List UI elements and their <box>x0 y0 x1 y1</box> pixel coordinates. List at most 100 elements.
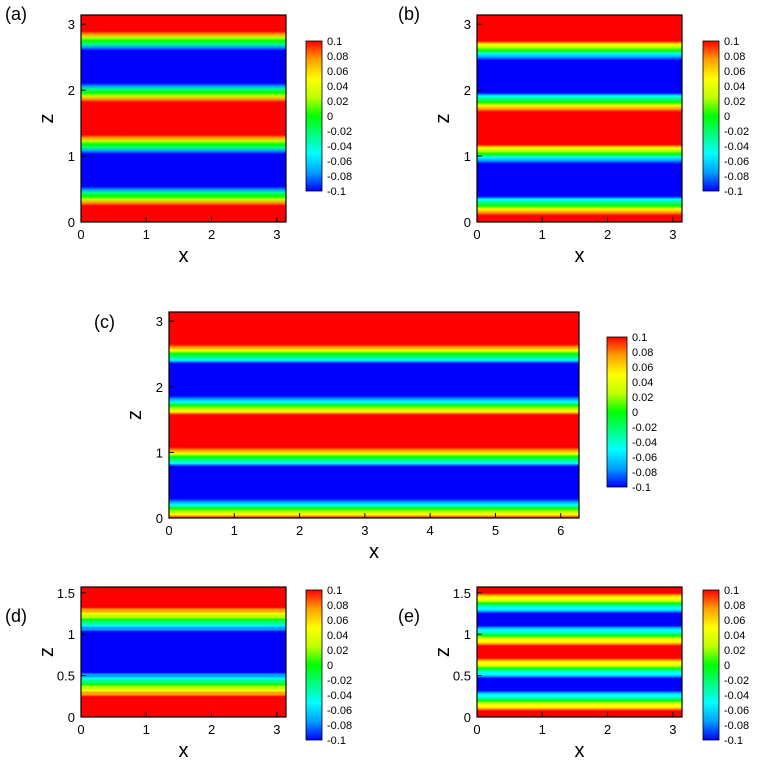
x-tick-label-a: 3 <box>273 227 280 242</box>
colorbar-tick-label-b: -0.02 <box>724 126 749 138</box>
y-tick-label-b: 0 <box>464 215 471 230</box>
panel-label-d: (d) <box>5 606 27 626</box>
x-tick-label-e: 1 <box>539 722 546 737</box>
y-axis-label-c: z <box>124 410 146 420</box>
heatmap-field-c <box>169 312 579 518</box>
y-tick-label-e: 0.5 <box>453 669 471 684</box>
colorbar-tick-label-e: 0.06 <box>724 615 745 627</box>
colorbar-tick-label-b: 0 <box>724 111 730 123</box>
heatmap-field-d <box>81 587 286 717</box>
y-tick-label-c: 0 <box>156 511 163 526</box>
y-tick-label-a: 3 <box>68 17 75 32</box>
colorbar-tick-label-b: -0.08 <box>724 171 749 183</box>
plot-frame-a <box>80 14 287 223</box>
colorbar-tick-label-e: -0.04 <box>724 690 749 702</box>
colorbar-tick-label-e: 0.1 <box>724 585 739 597</box>
plot-frame-e <box>476 586 683 718</box>
colorbar-tick-label-b: -0.04 <box>724 141 749 153</box>
colorbar-tick-label-a: -0.06 <box>327 156 352 168</box>
colorbar-tick-label-c: 0.02 <box>632 392 653 404</box>
x-tick-label-e: 0 <box>473 722 480 737</box>
y-tick-label-d: 0.5 <box>57 669 75 684</box>
colorbar-tick-label-c: 0.1 <box>632 332 647 344</box>
colorbar-tick-label-a: 0.06 <box>327 66 348 78</box>
panel-b: 0 1 2 3 0 1 2 3 x z (b) 0.1 0.08 0.06 0.04 0.02 0 -0.02 -0… <box>398 4 749 267</box>
colorbar-tick-label-c: -0.06 <box>632 452 657 464</box>
colorbar-tick-label-e: -0.06 <box>724 705 749 717</box>
colorbar-tick-label-c: 0.04 <box>632 377 653 389</box>
x-tick-label-b: 2 <box>604 227 611 242</box>
y-tick-label-a: 2 <box>68 83 75 98</box>
colorbar-tick-label-e: 0.08 <box>724 600 745 612</box>
x-tick-label-a: 2 <box>208 227 215 242</box>
colorbar-tick-label-a: -0.04 <box>327 141 352 153</box>
colorbar-tick-label-b: 0.04 <box>724 81 745 93</box>
colorbar-tick-label-d: -0.1 <box>327 735 346 747</box>
colorbar-tick-label-b: -0.1 <box>724 186 743 198</box>
colorbar-tick-label-c: 0.06 <box>632 362 653 374</box>
colorbar-tick-label-a: -0.08 <box>327 171 352 183</box>
colorbar-tick-label-c: -0.02 <box>632 422 657 434</box>
y-tick-label-e: 1 <box>464 627 471 642</box>
panel-label-a: (a) <box>5 4 27 24</box>
y-tick-label-b: 2 <box>464 83 471 98</box>
colorbar-e <box>702 589 720 741</box>
y-axis-label-a: z <box>36 114 58 124</box>
x-tick-label-d: 3 <box>273 722 280 737</box>
colorbar-b <box>702 40 720 192</box>
panel-d: 0 1 2 3 0 0.5 1 1.5 x z (d) 0.1 0.08 0.06 0.04 0.02 0 -0.… <box>5 585 352 760</box>
x-tick-label-d: 2 <box>208 722 215 737</box>
colorbar-tick-label-a: -0.02 <box>327 126 352 138</box>
y-tick-label-c: 2 <box>156 380 163 395</box>
heatmap-field-e <box>477 587 682 717</box>
y-tick-label-e: 0 <box>464 710 471 725</box>
colorbar-tick-label-d: 0.08 <box>327 600 348 612</box>
colorbar-tick-label-b: 0.02 <box>724 96 745 108</box>
y-axis-label-d: z <box>36 647 58 657</box>
colorbar-tick-label-b: 0.1 <box>724 36 739 48</box>
y-tick-label-c: 1 <box>156 445 163 460</box>
x-axis-label-e: x <box>575 740 585 760</box>
x-axis-label-d: x <box>179 740 189 760</box>
x-tick-label-c: 0 <box>165 523 172 538</box>
heatmap-field-a <box>81 15 286 222</box>
colorbar-tick-label-d: -0.06 <box>327 705 352 717</box>
x-tick-label-c: 1 <box>231 523 238 538</box>
colorbar-c <box>606 336 628 488</box>
colorbar-tick-label-a: -0.1 <box>327 186 346 198</box>
colorbar-tick-label-d: -0.08 <box>327 720 352 732</box>
y-tick-label-d: 1.5 <box>57 586 75 601</box>
colorbar-tick-label-a: 0.1 <box>327 36 342 48</box>
x-tick-label-c: 6 <box>557 523 564 538</box>
colorbar-tick-label-e: 0.04 <box>724 630 745 642</box>
colorbar-tick-label-c: -0.1 <box>632 482 651 494</box>
x-axis-label-b: x <box>575 245 585 267</box>
colorbar-tick-label-e: -0.08 <box>724 720 749 732</box>
panel-label-e: (e) <box>398 606 420 626</box>
x-axis-label-c: x <box>369 541 379 563</box>
colorbar-tick-label-b: 0.08 <box>724 51 745 63</box>
plot-frame-d <box>80 586 287 718</box>
colorbar-tick-label-a: 0 <box>327 111 333 123</box>
colorbar-tick-label-d: 0 <box>327 660 333 672</box>
panel-label-c: (c) <box>94 312 115 332</box>
colorbar-a <box>305 40 323 192</box>
x-tick-label-d: 0 <box>77 722 84 737</box>
x-tick-label-b: 3 <box>669 227 676 242</box>
colorbar-tick-label-a: 0.04 <box>327 81 348 93</box>
y-tick-label-d: 0 <box>68 710 75 725</box>
colorbar-tick-label-d: 0.02 <box>327 645 348 657</box>
colorbar-tick-label-c: 0 <box>632 407 638 419</box>
x-tick-label-a: 1 <box>143 227 150 242</box>
colorbar-tick-label-d: 0.06 <box>327 615 348 627</box>
panel-e: 0 1 2 3 0 0.5 1 1.5 x z (e) 0.1 0.08 0.06 0.04 0.02 0 -0.… <box>398 585 749 760</box>
x-tick-label-c: 3 <box>361 523 368 538</box>
colorbar-tick-label-c: -0.04 <box>632 437 657 449</box>
x-tick-label-c: 2 <box>296 523 303 538</box>
colorbar-tick-label-b: 0.06 <box>724 66 745 78</box>
colorbar-tick-label-b: -0.06 <box>724 156 749 168</box>
colorbar-tick-label-d: 0.1 <box>327 585 342 597</box>
colorbar-tick-label-d: -0.04 <box>327 690 352 702</box>
plot-frame-b <box>476 14 683 223</box>
